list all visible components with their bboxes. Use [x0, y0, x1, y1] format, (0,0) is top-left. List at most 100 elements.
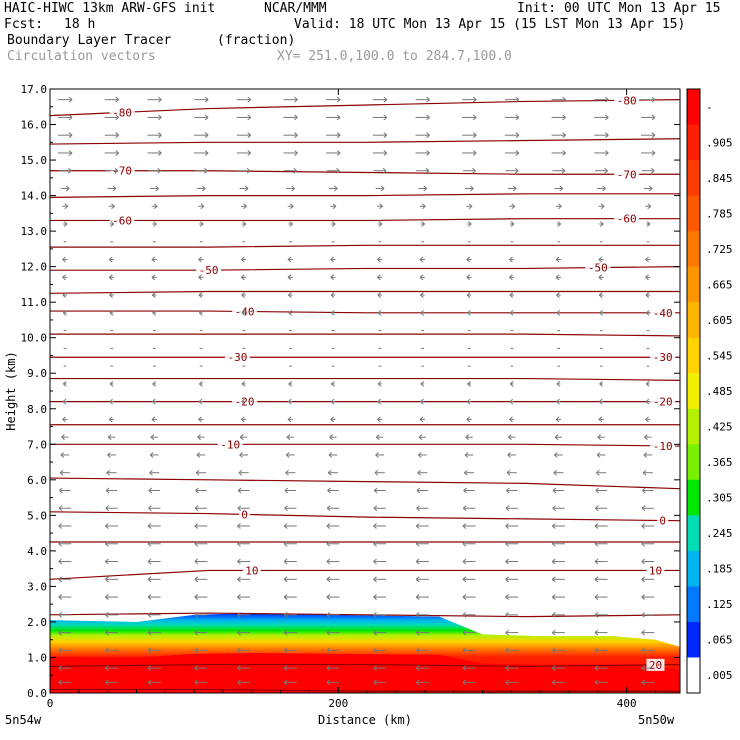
wind-vector — [331, 221, 336, 227]
wind-vector — [645, 256, 651, 263]
wind-vector — [62, 274, 68, 281]
wind-vector — [240, 256, 247, 263]
contour-label: -20 — [653, 396, 673, 409]
wind-vector — [377, 309, 382, 316]
wind-vector — [62, 398, 68, 405]
wind-vector — [105, 679, 118, 686]
wind-vector — [641, 167, 655, 174]
contour-label-bg — [224, 351, 250, 364]
wind-vector — [236, 96, 252, 103]
wind-vector — [330, 256, 336, 263]
forecast-hour: 18 h — [64, 17, 96, 32]
wind-vector — [60, 452, 70, 458]
contour-label-bg — [239, 508, 251, 521]
wind-vector — [58, 150, 73, 156]
wind-vector — [643, 452, 653, 458]
contour-label-bg — [109, 214, 135, 227]
vector-label: Circulation vectors — [7, 49, 156, 64]
wind-vector — [151, 203, 158, 210]
wind-vector — [556, 381, 561, 387]
wind-vector — [109, 309, 114, 316]
wind-vector — [283, 558, 297, 565]
wind-vector — [645, 398, 651, 405]
wind-vector — [551, 523, 565, 529]
wind-vector — [462, 114, 477, 121]
wind-vector — [149, 469, 160, 476]
wind-vector — [236, 114, 252, 121]
wind-vector — [240, 274, 247, 281]
wind-vector — [420, 309, 425, 316]
wind-vector — [105, 594, 118, 600]
wind-vector — [330, 416, 336, 423]
wind-vector — [420, 381, 425, 387]
wind-vector — [331, 381, 335, 387]
y-tick-label: 7.0 — [27, 438, 47, 451]
temperature-contour — [50, 511, 680, 522]
wind-vector — [195, 487, 207, 494]
wind-vector — [642, 487, 654, 494]
wind-vector — [58, 167, 72, 174]
wind-vector — [552, 487, 565, 494]
wind-vector — [594, 132, 609, 139]
wind-vector — [556, 292, 561, 298]
wind-vector — [420, 398, 425, 405]
wind-vector — [151, 416, 157, 423]
wind-vector — [108, 256, 115, 263]
wind-vector — [551, 647, 565, 654]
contour-label-bg — [614, 212, 640, 225]
wind-vector — [196, 185, 206, 192]
wind-vector — [377, 256, 383, 263]
colorbar-label: .605 — [706, 314, 733, 327]
wind-vector — [241, 309, 246, 316]
wind-vector — [326, 558, 340, 565]
wind-vector — [641, 647, 655, 654]
wind-vector — [62, 309, 67, 316]
wind-vector — [594, 576, 608, 583]
wind-vector — [642, 469, 653, 476]
wind-vector — [236, 150, 252, 156]
wind-vector — [107, 452, 116, 458]
wind-vector — [283, 629, 297, 636]
contour-label-bg — [614, 168, 640, 181]
wind-vector — [106, 469, 117, 476]
wind-vector — [466, 416, 472, 423]
wind-vector — [105, 487, 118, 494]
wind-vector — [152, 381, 157, 387]
wind-vector — [373, 487, 386, 494]
wind-vector — [194, 679, 208, 686]
wind-vector — [376, 434, 384, 441]
wind-vector — [194, 611, 208, 618]
wind-vector — [462, 647, 476, 654]
wind-vector — [284, 505, 297, 512]
wind-vector — [462, 167, 476, 174]
y-tick-label: 0.0 — [27, 687, 47, 700]
wind-vector — [640, 132, 656, 139]
colorbar-label: .005 — [706, 669, 733, 682]
wind-vector — [373, 505, 386, 512]
wind-vector — [595, 487, 607, 494]
wind-vector — [372, 114, 388, 121]
temperature-contour — [50, 218, 680, 222]
wind-vector — [372, 132, 388, 139]
wind-vector — [645, 221, 651, 227]
wind-vector — [640, 96, 656, 103]
wind-vector — [58, 679, 72, 686]
wind-vector — [288, 292, 293, 298]
wind-vector — [108, 274, 115, 281]
temperature-contour — [50, 266, 680, 271]
wind-vector — [284, 487, 297, 494]
wind-vector — [150, 434, 158, 441]
wind-vector — [415, 647, 429, 654]
wind-vector — [286, 185, 295, 192]
wind-vector — [551, 576, 565, 583]
wind-vector — [62, 256, 68, 263]
wind-vector — [641, 540, 655, 547]
y-tick-label: 4.0 — [27, 545, 47, 558]
wind-vector — [58, 665, 72, 672]
wind-vector — [147, 132, 162, 139]
wind-vector — [326, 611, 340, 618]
wind-vector — [241, 381, 246, 387]
wind-vector — [326, 647, 340, 654]
contour-label: -10 — [220, 438, 240, 451]
wind-vector — [466, 256, 472, 263]
